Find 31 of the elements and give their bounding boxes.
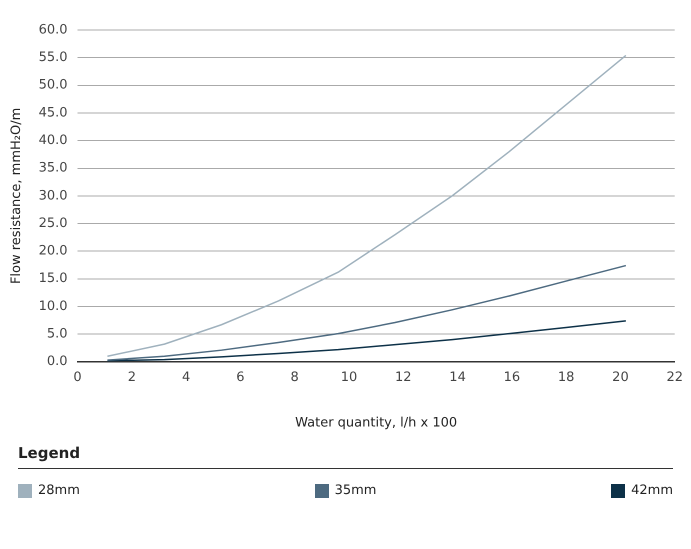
y-tick-label: 5.0 (46, 326, 68, 342)
legend-label: 28mm (38, 483, 80, 498)
x-tick-label: 0 (73, 370, 82, 385)
y-tick-label: 45.0 (38, 105, 68, 120)
y-tick-label: 15.0 (38, 271, 68, 286)
x-tick-label: 8 (290, 370, 299, 385)
x-tick-label: 20 (612, 370, 629, 385)
x-tick-label: 14 (449, 370, 466, 385)
y-tick-label: 0.0 (46, 354, 68, 370)
y-tick-label: 25.0 (38, 216, 68, 231)
y-tick-label: 40.0 (38, 132, 68, 148)
x-tick-label: 18 (558, 370, 574, 385)
y-tick-label: 60.0 (38, 22, 68, 38)
y-tick-label: 10.0 (38, 298, 68, 314)
y-tick-label: 50.0 (38, 78, 68, 93)
x-tick-label: 4 (182, 370, 190, 385)
x-tick-label: 22 (666, 370, 683, 385)
x-tick-label: 12 (395, 370, 412, 385)
y-tick-label: 30.0 (38, 188, 68, 204)
y-tick-label: 35.0 (38, 160, 68, 176)
y-tick-label: 20.0 (38, 244, 68, 259)
legend-label: 42mm (631, 483, 673, 498)
y-axis-title: Flow resistance, mmH₂O/m (9, 108, 24, 284)
y-tick-label: 55.0 (38, 50, 68, 66)
x-tick-label: 16 (504, 370, 520, 385)
x-tick-label: 2 (128, 370, 136, 385)
x-tick-label: 10 (340, 370, 358, 385)
x-axis-title: Water quantity, l/h x 100 (295, 416, 458, 431)
legend-title: Legend (18, 440, 673, 469)
x-tick-label: 6 (236, 370, 245, 385)
legend-label: 35mm (334, 483, 376, 498)
